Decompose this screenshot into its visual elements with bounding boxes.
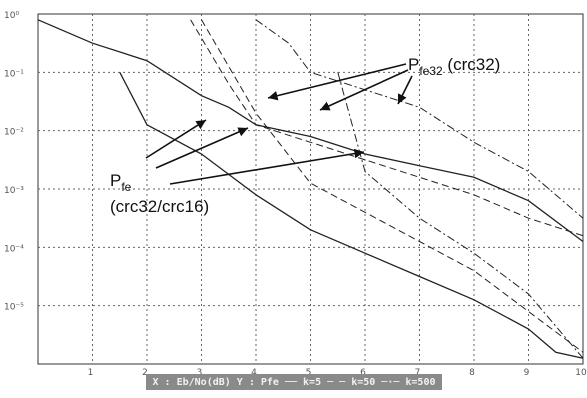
annotation-pfe: Pfe	[110, 171, 132, 194]
y-tick-label: 10⁻²	[4, 128, 24, 138]
x-tick-label: 4	[251, 368, 257, 378]
x-tick-label: 10	[575, 368, 587, 378]
x-tick-label: 8	[469, 368, 475, 378]
y-tick-label: 10⁰	[4, 11, 19, 21]
series-line-3	[255, 19, 584, 219]
annotation-arrow	[169, 148, 365, 185]
y-tick-labels: 10⁰ 10⁻¹ 10⁻² 10⁻³ 10⁻⁴ 10⁻⁵	[4, 11, 24, 313]
y-tick-label: 10⁻³	[4, 186, 24, 196]
y-tick-label: 10⁻¹	[4, 69, 24, 79]
y-tick-label: 10⁻⁴	[4, 244, 24, 254]
annotation-arrow	[155, 127, 249, 169]
series-line-5	[201, 19, 584, 353]
annotation-crc32-crc16: (crc32/crc16)	[110, 197, 209, 216]
legend-text: X : Eb/No(dB) Y : Pfe ── k=5 ─ ─ k=50 ─·…	[152, 376, 436, 388]
series-line-4	[119, 72, 584, 359]
annotation-arrows	[145, 63, 413, 185]
x-tick-label: 1	[88, 368, 94, 378]
y-tick-label: 10⁻⁵	[4, 303, 24, 313]
series-line-2	[190, 19, 584, 237]
series-line-1	[37, 19, 584, 243]
annotation-arrow	[145, 119, 207, 159]
legend-bar: X : Eb/No(dB) Y : Pfe ── k=5 ─ ─ k=50 ─·…	[146, 374, 442, 390]
annotation-pfe32: Pfe32 (crc32)	[408, 55, 500, 78]
x-tick-label: 3	[197, 368, 203, 378]
grid	[38, 14, 583, 364]
x-tick-labels: 1 2 3 4 5 6 7 8 9 10	[88, 368, 587, 378]
x-tick-label: 9	[524, 368, 530, 378]
x-tick-label: 5	[306, 368, 312, 378]
annotation-arrow	[397, 75, 413, 105]
series-lines	[37, 19, 584, 359]
annotation-arrow	[267, 63, 407, 101]
annotation-arrow	[319, 69, 409, 111]
x-tick-label: 7	[415, 368, 421, 378]
x-tick-label: 2	[142, 368, 148, 378]
x-tick-label: 6	[360, 368, 366, 378]
